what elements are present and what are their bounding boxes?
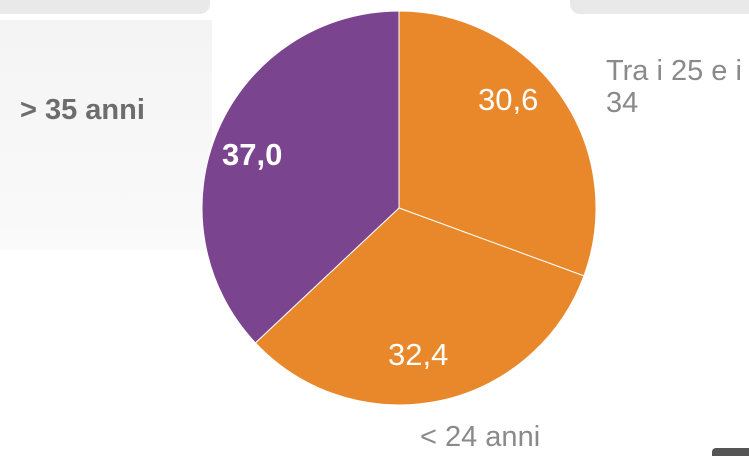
category-label: < 24 anni	[420, 421, 541, 453]
category-label: Tra i 25 e i 34	[606, 55, 742, 119]
value-label: 32,4	[388, 337, 449, 372]
panel-left	[0, 20, 212, 250]
panel-top-right	[570, 0, 749, 14]
corner-mark	[712, 448, 749, 456]
panel-top-left	[0, 0, 210, 14]
pie-slice	[201, 10, 400, 344]
pie-slice	[398, 10, 597, 277]
value-label: 30,6	[478, 82, 539, 117]
value-label: 37,0	[222, 137, 283, 172]
pie-slice	[254, 207, 585, 406]
category-label: > 35 anni	[20, 94, 145, 126]
